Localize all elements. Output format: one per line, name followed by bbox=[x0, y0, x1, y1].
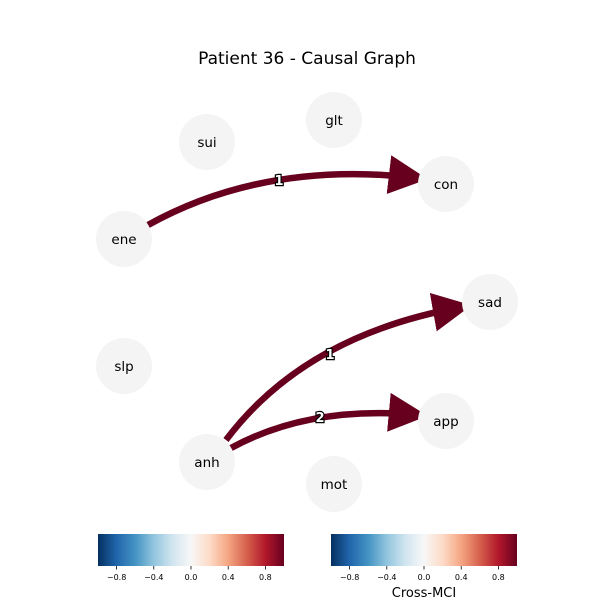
edge-ene-con bbox=[146, 155, 428, 228]
node-label-sui: sui bbox=[197, 135, 216, 151]
node-circle-slp bbox=[96, 338, 152, 394]
node-label-slp: slp bbox=[114, 359, 133, 375]
colorbar-right: Cross-MCI −0.8 −0.4 0.0 0.4 0.8 bbox=[331, 534, 517, 600]
node-ene: ene bbox=[96, 211, 152, 267]
colorbar-left-gradient bbox=[98, 534, 284, 566]
chart-title: Patient 36 - Causal Graph bbox=[198, 49, 416, 69]
colorbar-tick-label: 0.8 bbox=[259, 573, 272, 582]
node-label-sad: sad bbox=[478, 295, 502, 311]
node-slp: slp bbox=[96, 338, 152, 394]
edge-labels: 1 1 2 bbox=[273, 173, 335, 427]
colorbar-left: −0.8 −0.4 0.0 0.4 0.8 bbox=[98, 534, 284, 582]
node-label-mot: mot bbox=[321, 477, 348, 493]
edge-label-anh-app: 2 bbox=[315, 411, 324, 426]
node-label-app: app bbox=[433, 414, 458, 430]
node-circle-sui bbox=[179, 114, 235, 170]
colorbar-tick-label: −0.4 bbox=[377, 573, 396, 582]
colorbar-tick-label: −0.8 bbox=[340, 573, 359, 582]
node-label-con: con bbox=[434, 177, 458, 193]
colorbar-tick-label: 0.4 bbox=[222, 573, 235, 582]
node-label-glt: glt bbox=[325, 113, 343, 129]
edge-label-anh-sad: 1 bbox=[325, 348, 334, 363]
node-circle-anh bbox=[179, 434, 235, 490]
node-label-ene: ene bbox=[111, 232, 136, 248]
colorbar-tick-label: 0.0 bbox=[418, 573, 431, 582]
colorbar-tick-label: 0.4 bbox=[455, 573, 468, 582]
node-circle-glt bbox=[306, 92, 362, 148]
node-circle-con bbox=[418, 156, 474, 212]
node-circle-mot bbox=[306, 456, 362, 512]
colorbar-tick-label: 0.0 bbox=[185, 573, 198, 582]
colorbar-tick-label: −0.8 bbox=[107, 573, 126, 582]
node-anh: anh bbox=[179, 434, 235, 490]
node-sad: sad bbox=[462, 274, 518, 330]
edge-anh-app bbox=[229, 392, 428, 451]
node-mot: mot bbox=[306, 456, 362, 512]
node-circle-sad bbox=[462, 274, 518, 330]
node-glt: glt bbox=[306, 92, 362, 148]
colorbar-right-gradient bbox=[331, 534, 517, 566]
node-label-anh: anh bbox=[194, 455, 219, 471]
edge-label-ene-con: 1 bbox=[274, 174, 283, 189]
nodes: glt sui con ene sad slp app anh mot bbox=[96, 92, 518, 512]
node-app: app bbox=[418, 393, 474, 449]
node-circle-app bbox=[418, 393, 474, 449]
edges bbox=[146, 155, 472, 451]
colorbar-tick-label: 0.8 bbox=[492, 573, 505, 582]
node-sui: sui bbox=[179, 114, 235, 170]
colorbar-right-caption: Cross-MCI bbox=[392, 586, 456, 600]
colorbar-tick-label: −0.4 bbox=[144, 573, 163, 582]
node-circle-ene bbox=[96, 211, 152, 267]
node-con: con bbox=[418, 156, 474, 212]
edge-anh-sad bbox=[223, 292, 472, 442]
